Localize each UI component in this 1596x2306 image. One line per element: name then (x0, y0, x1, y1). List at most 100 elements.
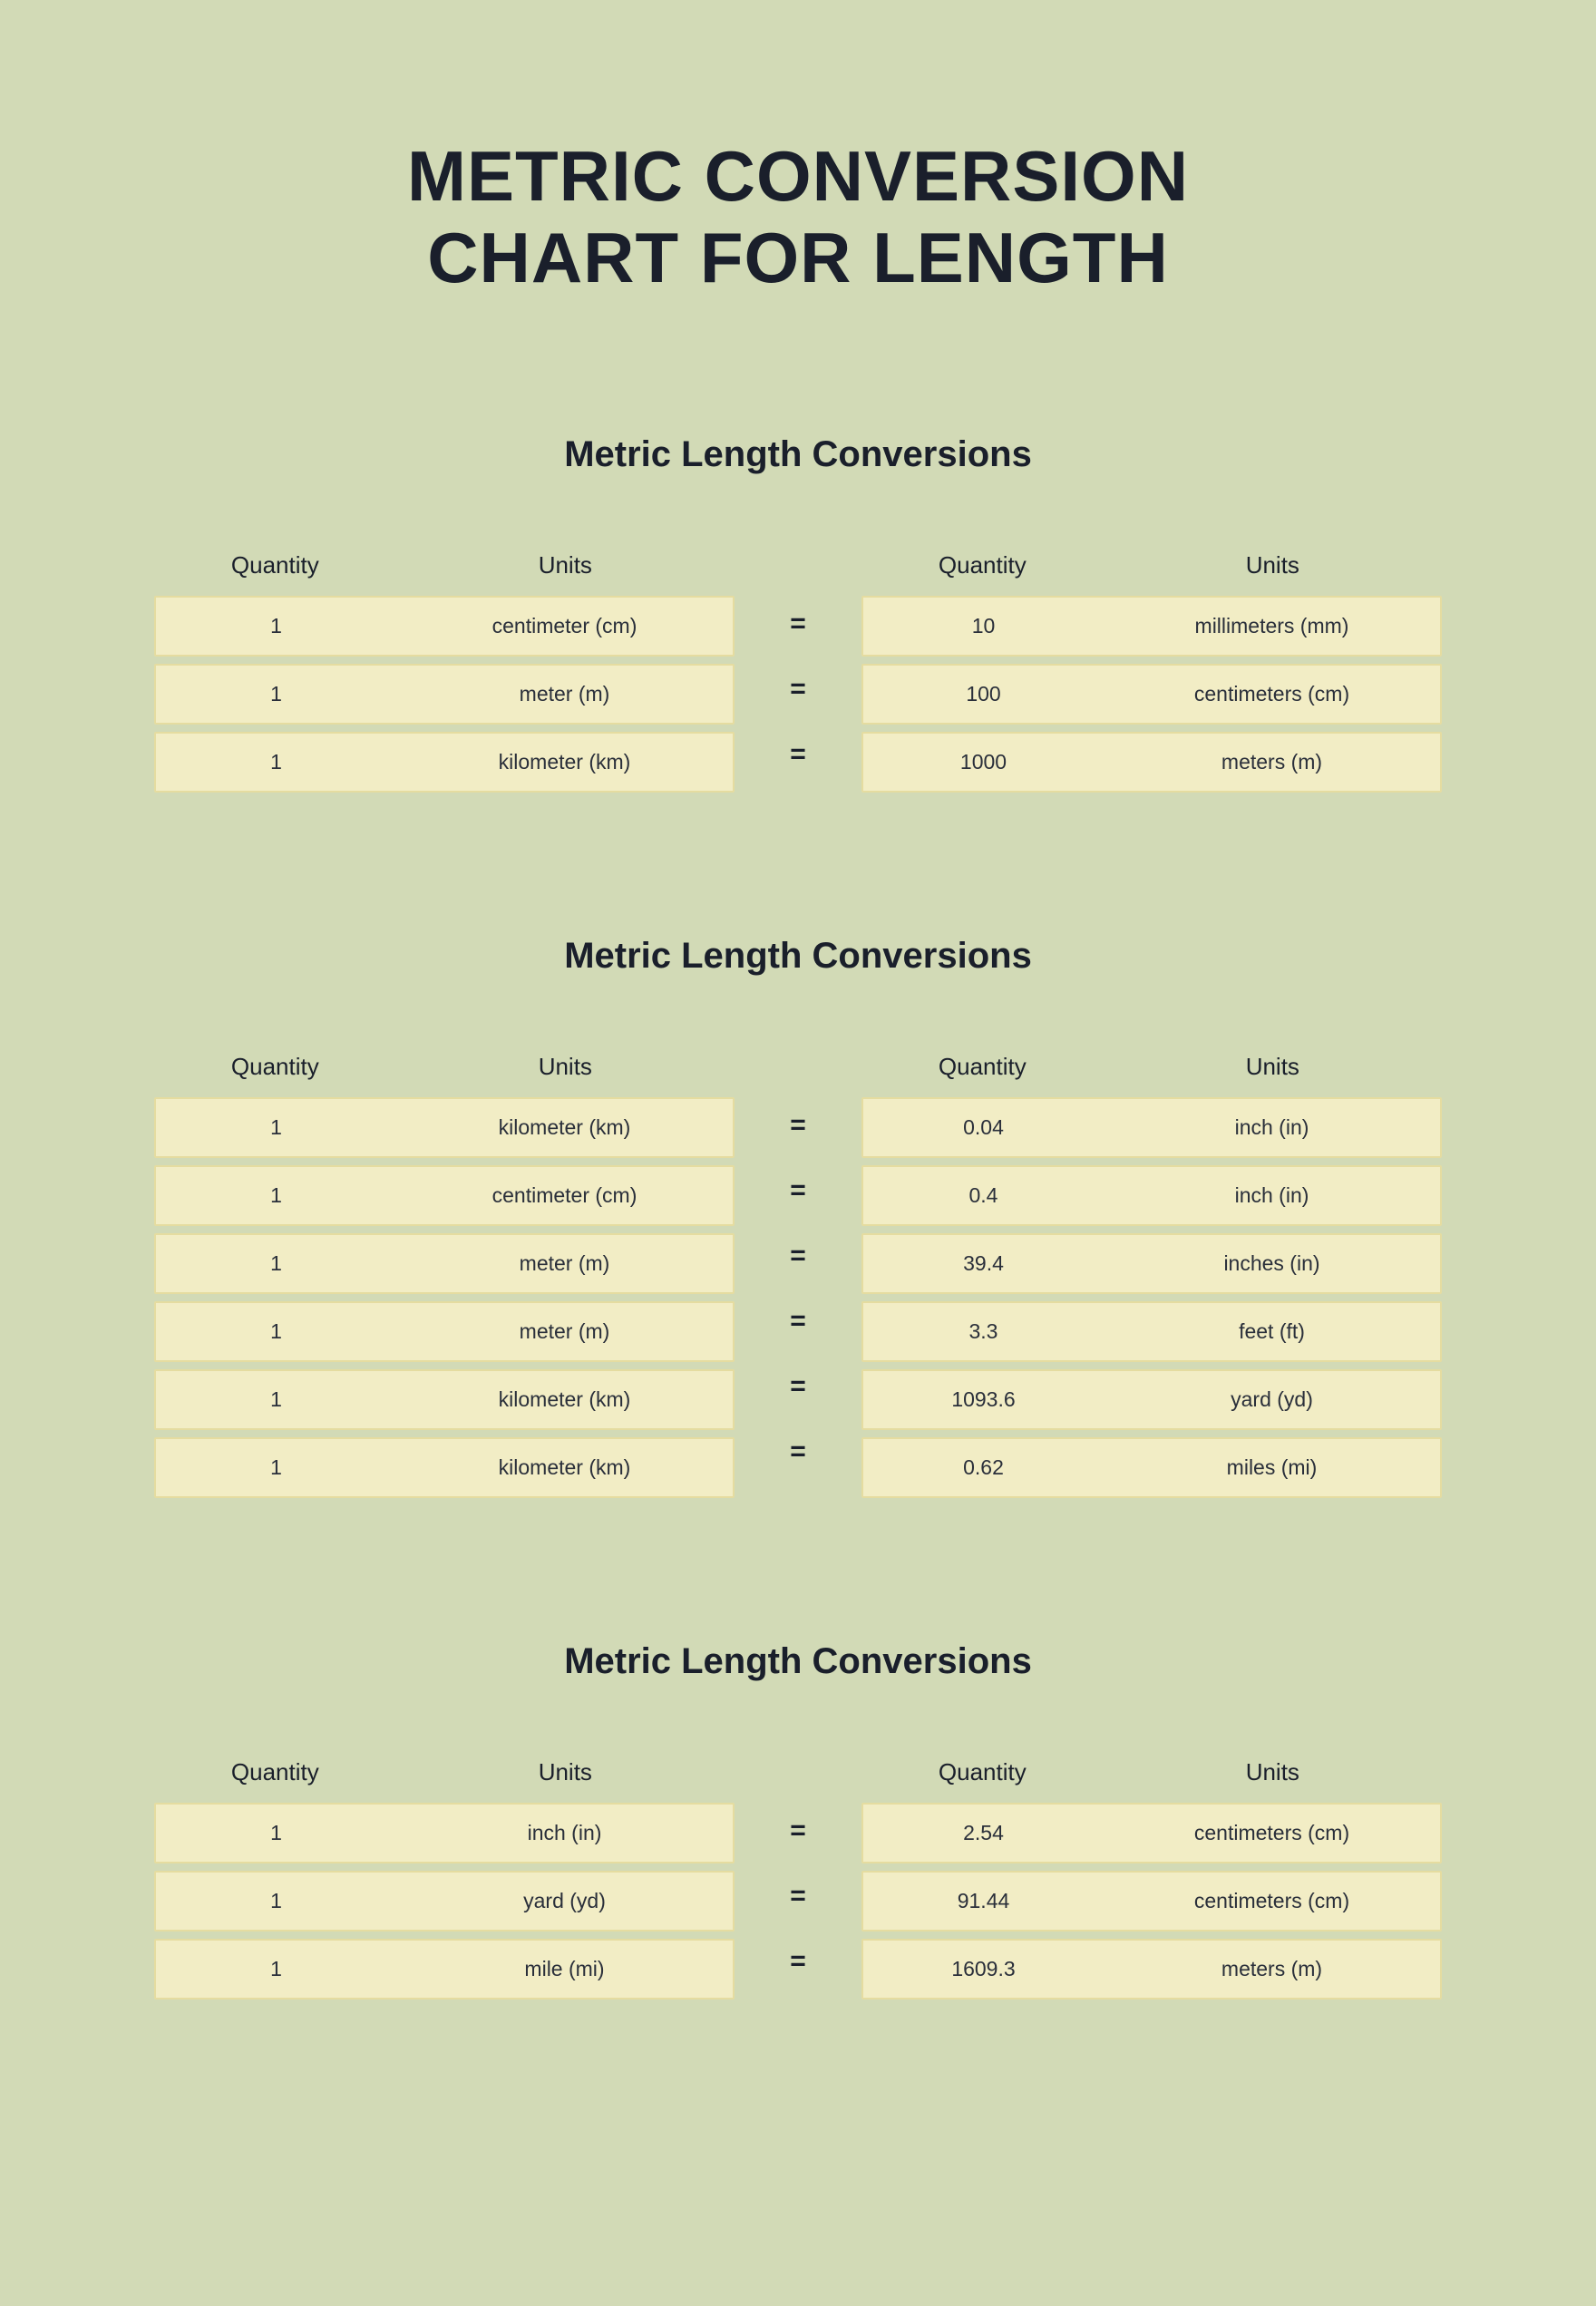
cell-quantity: 39.4 (863, 1235, 1104, 1292)
equals-sign: = (735, 1929, 861, 1994)
table-row: 1000meters (m) (861, 732, 1442, 793)
equals-sign: = (735, 1354, 861, 1419)
cell-units: centimeters (cm) (1104, 1873, 1440, 1930)
cell-quantity: 10 (863, 598, 1104, 655)
right-side: QuantityUnits0.04inch (in)0.4inch (in)39… (861, 1040, 1442, 1505)
cell-quantity: 1 (156, 1303, 396, 1360)
cell-quantity: 1 (156, 1371, 396, 1428)
cell-units: centimeters (cm) (1104, 1805, 1440, 1862)
cell-units: millimeters (mm) (1104, 598, 1440, 655)
conversion-section: Metric Length ConversionsQuantityUnits1i… (154, 1641, 1442, 2007)
table-row: 1inch (in) (154, 1803, 735, 1863)
cell-units: kilometer (km) (396, 734, 733, 791)
equals-sign: = (735, 1093, 861, 1158)
cell-quantity: 1 (156, 1805, 396, 1862)
header-quantity: Quantity (154, 1758, 396, 1786)
table-row: 0.4inch (in) (861, 1165, 1442, 1226)
cell-units: kilometer (km) (396, 1099, 733, 1156)
table-row: 1centimeter (cm) (154, 1165, 735, 1226)
page-title: METRIC CONVERSION CHART FOR LENGTH (154, 136, 1442, 298)
cell-units: inch (in) (396, 1805, 733, 1862)
table-row: 91.44centimeters (cm) (861, 1871, 1442, 1931)
equals-sign: = (735, 722, 861, 787)
right-side: QuantityUnits2.54centimeters (cm) 91.44ce… (861, 1746, 1442, 2007)
cell-quantity: 1 (156, 598, 396, 655)
left-side: QuantityUnits1inch (in)1yard (yd)1mile (… (154, 1746, 735, 2007)
table-row: 39.4inches (in) (861, 1233, 1442, 1294)
header-quantity: Quantity (861, 551, 1104, 579)
section-title: Metric Length Conversions (154, 936, 1442, 977)
table-row: 1093.6yard (yd) (861, 1369, 1442, 1430)
table-row: 1yard (yd) (154, 1871, 735, 1931)
cell-quantity: 1 (156, 734, 396, 791)
cell-units: yard (yd) (1104, 1371, 1440, 1428)
header-units: Units (396, 551, 735, 579)
cell-units: centimeter (cm) (396, 598, 733, 655)
equals-spacer (735, 1040, 861, 1093)
cell-quantity: 1000 (863, 734, 1104, 791)
cell-quantity: 1 (156, 1235, 396, 1292)
header-quantity: Quantity (154, 1053, 396, 1081)
cell-units: kilometer (km) (396, 1439, 733, 1496)
equals-sign: = (735, 1419, 861, 1484)
equals-column: === (735, 1746, 861, 2007)
cell-units: feet (ft) (1104, 1303, 1440, 1360)
equals-column: === (735, 539, 861, 800)
header-units: Units (396, 1758, 735, 1786)
equals-sign: = (735, 1158, 861, 1223)
cell-units: kilometer (km) (396, 1371, 733, 1428)
equals-sign: = (735, 1223, 861, 1289)
right-headers: QuantityUnits (861, 1746, 1442, 1803)
header-units: Units (1104, 551, 1442, 579)
cell-units: miles (mi) (1104, 1439, 1440, 1496)
left-headers: QuantityUnits (154, 1040, 735, 1097)
conversion-grid: QuantityUnits1kilometer (km)1centimeter … (154, 1040, 1442, 1505)
cell-quantity: 1 (156, 1167, 396, 1224)
cell-units: meters (m) (1104, 734, 1440, 791)
equals-spacer (735, 539, 861, 591)
conversion-section: Metric Length ConversionsQuantityUnits1c… (154, 434, 1442, 800)
cell-units: yard (yd) (396, 1873, 733, 1930)
equals-sign: = (735, 591, 861, 657)
equals-sign: = (735, 1289, 861, 1354)
equals-sign: = (735, 657, 861, 722)
cell-units: meter (m) (396, 1235, 733, 1292)
table-row: 1meter (m) (154, 1233, 735, 1294)
left-headers: QuantityUnits (154, 1746, 735, 1803)
table-row: 1kilometer (km) (154, 1097, 735, 1158)
table-row: 1meter (m) (154, 1301, 735, 1362)
cell-units: meter (m) (396, 1303, 733, 1360)
cell-quantity: 1 (156, 1873, 396, 1930)
left-headers: QuantityUnits (154, 539, 735, 596)
page-title-line2: CHART FOR LENGTH (427, 218, 1169, 297)
cell-units: inches (in) (1104, 1235, 1440, 1292)
header-units: Units (396, 1053, 735, 1081)
conversion-section: Metric Length ConversionsQuantityUnits1k… (154, 936, 1442, 1505)
table-row: 1kilometer (km) (154, 1369, 735, 1430)
left-side: QuantityUnits1centimeter (cm)1meter (m)1… (154, 539, 735, 800)
table-row: 1kilometer (km) (154, 1437, 735, 1498)
header-quantity: Quantity (861, 1053, 1104, 1081)
sections-container: Metric Length ConversionsQuantityUnits1c… (154, 434, 1442, 2007)
table-row: 0.62miles (mi) (861, 1437, 1442, 1498)
cell-units: inch (in) (1104, 1167, 1440, 1224)
cell-quantity: 1609.3 (863, 1941, 1104, 1998)
equals-sign: = (735, 1798, 861, 1863)
cell-units: centimeter (cm) (396, 1167, 733, 1224)
table-row: 3.3feet (ft) (861, 1301, 1442, 1362)
equals-sign: = (735, 1863, 861, 1929)
header-units: Units (1104, 1053, 1442, 1081)
conversion-grid: QuantityUnits1inch (in)1yard (yd)1mile (… (154, 1746, 1442, 2007)
cell-quantity: 100 (863, 666, 1104, 723)
right-side: QuantityUnits10millimeters (mm)100centim… (861, 539, 1442, 800)
table-row: 100centimeters (cm) (861, 664, 1442, 725)
header-quantity: Quantity (861, 1758, 1104, 1786)
cell-units: meters (m) (1104, 1941, 1440, 1998)
table-row: 10millimeters (mm) (861, 596, 1442, 657)
conversion-grid: QuantityUnits1centimeter (cm)1meter (m)1… (154, 539, 1442, 800)
section-title: Metric Length Conversions (154, 1641, 1442, 1682)
table-row: 2.54centimeters (cm) (861, 1803, 1442, 1863)
cell-quantity: 1 (156, 1439, 396, 1496)
equals-spacer (735, 1746, 861, 1798)
right-headers: QuantityUnits (861, 539, 1442, 596)
